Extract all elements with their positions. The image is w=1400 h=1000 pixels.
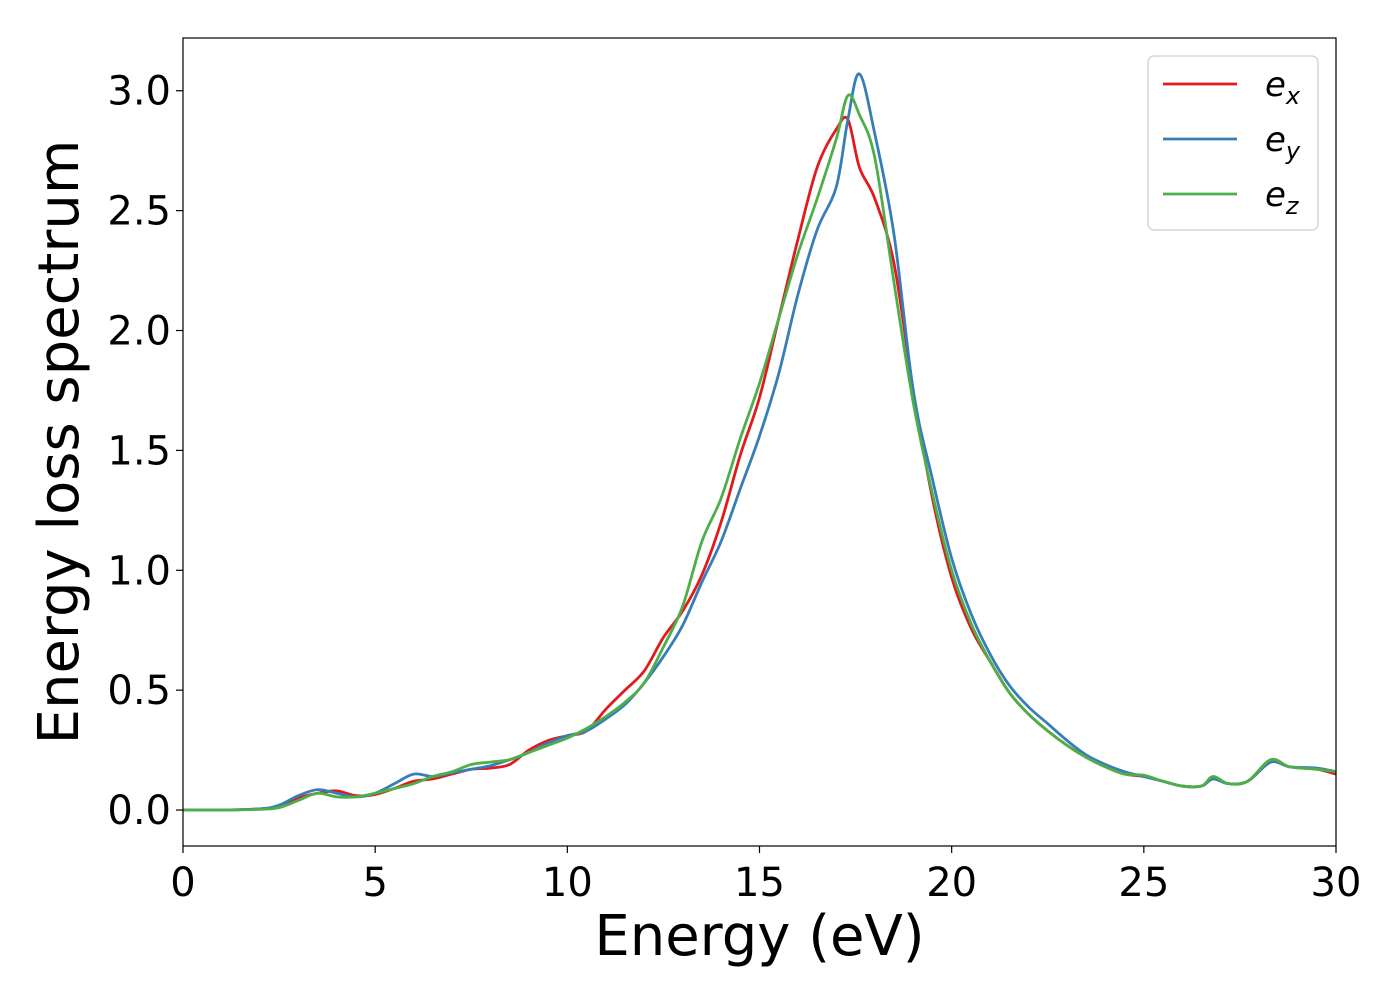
y-tick-label: 2.0 bbox=[107, 309, 171, 355]
legend-label-x: ex bbox=[1265, 65, 1301, 110]
legend-label-subscript: y bbox=[1285, 137, 1301, 165]
y-tick-label: 2.5 bbox=[107, 189, 171, 235]
legend-label-subscript: x bbox=[1285, 82, 1301, 110]
legend-label-y: ey bbox=[1265, 120, 1301, 165]
series-line-z bbox=[182, 93, 1337, 812]
x-tick-label: 10 bbox=[542, 860, 593, 906]
y-axis-ticks: 0.0 0.5 1.0 1.5 2.0 2.5 3.0 bbox=[107, 69, 183, 834]
legend-box bbox=[1147, 55, 1319, 231]
x-tick-label: 30 bbox=[1311, 860, 1362, 906]
legend-label-base: e bbox=[1265, 65, 1286, 105]
x-axis-label: Energy (eV) bbox=[594, 904, 924, 969]
series-lines bbox=[182, 72, 1337, 812]
y-tick-label: 0.0 bbox=[107, 788, 171, 834]
x-tick-label: 25 bbox=[1118, 860, 1169, 906]
y-tick-label: 1.0 bbox=[107, 548, 171, 594]
legend-label-subscript: z bbox=[1285, 192, 1300, 220]
legend-label-z: ez bbox=[1265, 175, 1300, 220]
y-tick-label: 3.0 bbox=[107, 69, 171, 115]
x-tick-label: 5 bbox=[362, 860, 387, 906]
x-axis-ticks: 0 5 10 15 20 25 30 bbox=[170, 846, 1361, 906]
legend-label-base: e bbox=[1265, 175, 1286, 215]
y-tick-label: 1.5 bbox=[107, 428, 171, 474]
x-tick-label: 20 bbox=[926, 860, 977, 906]
y-tick-label: 0.5 bbox=[107, 668, 171, 714]
x-tick-label: 15 bbox=[734, 860, 785, 906]
legend-label-base: e bbox=[1265, 120, 1286, 160]
x-tick-label: 0 bbox=[170, 860, 195, 906]
y-axis-label: Energy loss spectrum bbox=[27, 140, 92, 745]
